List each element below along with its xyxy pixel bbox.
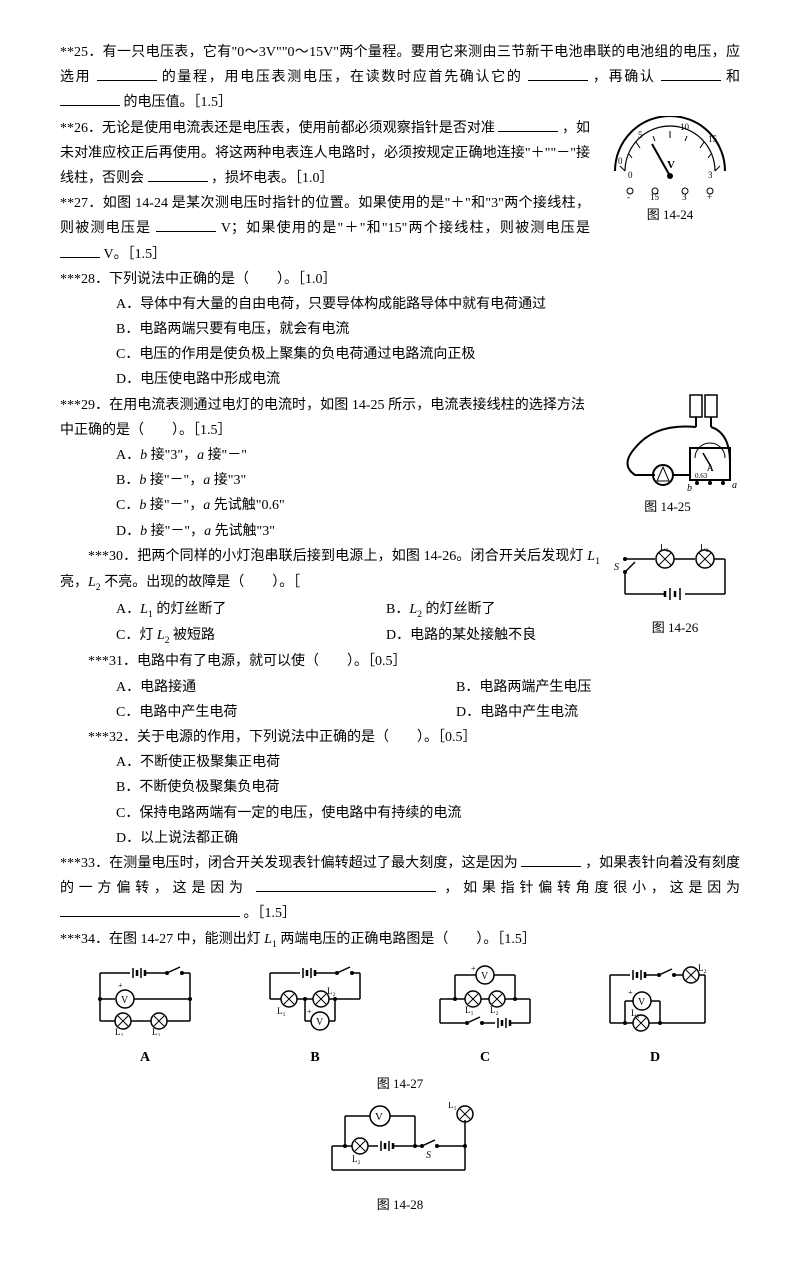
q31-options: A．电路接通B．电路两端产生电压 C．电路中产生电荷D．电路中产生电流 bbox=[60, 675, 740, 725]
q28-A: A．导体中有大量的自由电荷，只要导体构成能路导体中就有电荷通过 bbox=[60, 292, 740, 317]
q31-B: B．电路两端产生电压 bbox=[400, 675, 740, 700]
svg-text:L₁: L₁ bbox=[448, 1102, 457, 1110]
q33-c: ，如果指针偏转角度很小，这是因为 bbox=[444, 881, 740, 896]
svg-text:+: + bbox=[307, 1007, 312, 1016]
figure-14-27: V + L₁ L₂ A L₂ bbox=[60, 961, 740, 1070]
q26-blank-2[interactable] bbox=[148, 167, 208, 182]
fig28-caption: 图 14-28 bbox=[60, 1193, 740, 1216]
q33-blank-1[interactable] bbox=[521, 852, 581, 867]
svg-text:5: 5 bbox=[638, 130, 643, 140]
svg-text:-: - bbox=[627, 192, 630, 201]
q33: ***33．在测量电压时，闭合开关发现表针偏转超过了最大刻度，这是因为 ，如果表… bbox=[60, 851, 740, 927]
q33-blank-2[interactable] bbox=[256, 877, 436, 892]
svg-text:L₂: L₂ bbox=[327, 986, 336, 996]
q31-C: C．电路中产生电荷 bbox=[60, 700, 400, 725]
q28-D: D．电压使电路中形成电流 bbox=[60, 367, 740, 392]
svg-text:0: 0 bbox=[628, 170, 633, 180]
q31-A: A．电路接通 bbox=[60, 675, 400, 700]
svg-text:+: + bbox=[118, 981, 123, 990]
svg-text:V: V bbox=[316, 1017, 324, 1028]
q30-C: C．灯 L2 被短路 bbox=[60, 623, 330, 649]
svg-text:V: V bbox=[667, 159, 675, 171]
svg-text:L₂: L₂ bbox=[700, 544, 709, 552]
figure-14-24: 0 5 10 15 0 3 V - 15 3 + 图 14-24 bbox=[600, 116, 740, 226]
q32-C: C．保持电路两端有一定的电压，使电路中有持续的电流 bbox=[60, 801, 740, 826]
svg-text:+: + bbox=[707, 192, 712, 201]
q28-stem: ***28．下列说法中正确的是（ ）。［1.0］ bbox=[60, 267, 740, 292]
q25-text-d: 和 bbox=[726, 70, 740, 85]
q29-D: D．b 接"－"，a 先试触"3" bbox=[60, 519, 740, 544]
q25-blank-1[interactable] bbox=[97, 66, 157, 81]
svg-text:L₁: L₁ bbox=[465, 1005, 474, 1015]
q30-A: A．L1 的灯丝断了 bbox=[60, 597, 330, 623]
q31-stem: ***31．电路中有了电源，就可以使（ ）。［0.5］ bbox=[60, 649, 740, 674]
q30-B: B．L2 的灯丝断了 bbox=[330, 597, 600, 623]
svg-text:L₂: L₂ bbox=[698, 963, 707, 973]
q25: **25．有一只电压表，它有"0～3V""0～15V"两个量程。要用它来测由三节… bbox=[60, 40, 740, 116]
fig24-caption: 图 14-24 bbox=[600, 203, 740, 226]
q25-blank-3[interactable] bbox=[661, 66, 721, 81]
svg-text:a: a bbox=[732, 480, 737, 491]
q27-text-b: V；如果使用的是"＋"和"15"两个接线柱，则被测电压是 bbox=[221, 221, 590, 236]
svg-text:L₁: L₁ bbox=[660, 544, 669, 552]
figure-14-28: V L₂ S L₁ 图 14-28 bbox=[60, 1102, 740, 1217]
q30-D: D．电路的某处接触不良 bbox=[330, 623, 600, 649]
svg-text:15: 15 bbox=[708, 134, 718, 144]
q33-blank-3[interactable] bbox=[60, 902, 240, 917]
svg-text:V: V bbox=[481, 971, 489, 982]
q25-text-e: 的电压值。［1.5］ bbox=[124, 95, 233, 110]
svg-text:+: + bbox=[471, 964, 476, 973]
q26-text-a: **26．无论是使用电流表还是电压表，使用前都必须观察指针是否对准 bbox=[60, 121, 495, 136]
svg-text:0: 0 bbox=[618, 156, 623, 166]
q32-D: D．以上说法都正确 bbox=[60, 826, 740, 851]
svg-text:A: A bbox=[707, 463, 714, 473]
figure-14-25: A 0.63 b a 图 14-25 bbox=[595, 393, 740, 518]
svg-text:V: V bbox=[121, 995, 129, 1006]
q28-B: B．电路两端只要有电压，就会有电流 bbox=[60, 317, 740, 342]
svg-text:S: S bbox=[426, 1150, 431, 1161]
q25-text-c: ，再确认 bbox=[593, 70, 656, 85]
q32-A: A．不断使正极聚集正电荷 bbox=[60, 750, 740, 775]
svg-text:+: + bbox=[628, 988, 633, 997]
figure-14-26: L₁ L₂ S 图 14-26 bbox=[610, 544, 740, 639]
q25-blank-4[interactable] bbox=[60, 91, 120, 106]
q32-B: B．不断使负极聚集负电荷 bbox=[60, 775, 740, 800]
fig27-caption: 图 14-27 bbox=[60, 1072, 740, 1095]
q33-a: ***33．在测量电压时，闭合开关发现表针偏转超过了最大刻度，这是因为 bbox=[60, 856, 518, 871]
svg-text:15: 15 bbox=[650, 192, 660, 201]
q25-blank-2[interactable] bbox=[528, 66, 588, 81]
svg-text:L₂: L₂ bbox=[152, 1027, 161, 1036]
fig25-caption: 图 14-25 bbox=[595, 495, 740, 518]
fig27-label-B: B bbox=[255, 1045, 375, 1070]
svg-text:3: 3 bbox=[708, 170, 713, 180]
q27-blank-1[interactable] bbox=[156, 217, 216, 232]
svg-text:S: S bbox=[614, 562, 619, 573]
svg-text:10: 10 bbox=[680, 122, 690, 132]
q25-text-b: 的量程，用电压表测电压，在读数时应首先确认它的 bbox=[162, 70, 523, 85]
q32-stem: ***32．关于电源的作用，下列说法中正确的是（ ）。［0.5］ bbox=[60, 725, 740, 750]
q28-C: C．电压的作用是使负极上聚集的负电荷通过电路流向正极 bbox=[60, 342, 740, 367]
q27-blank-2[interactable] bbox=[60, 243, 100, 258]
svg-text:V: V bbox=[638, 997, 646, 1008]
fig27-label-C: C bbox=[425, 1045, 545, 1070]
q31-D: D．电路中产生电流 bbox=[400, 700, 740, 725]
svg-text:L₂: L₂ bbox=[352, 1154, 361, 1164]
svg-text:3: 3 bbox=[682, 192, 687, 201]
svg-text:L₁: L₁ bbox=[115, 1027, 124, 1036]
fig27-label-A: A bbox=[85, 1045, 205, 1070]
q26-text-c: ，损坏电表。［1.0］ bbox=[211, 171, 334, 186]
q33-d: 。［1.5］ bbox=[244, 906, 297, 921]
q30-options: A．L1 的灯丝断了 B．L2 的灯丝断了 C．灯 L2 被短路 D．电路的某处… bbox=[60, 597, 600, 650]
q27-text-c: V。［1.5］ bbox=[104, 247, 167, 262]
fig27-label-D: D bbox=[595, 1045, 715, 1070]
svg-text:L₂: L₂ bbox=[490, 1005, 499, 1015]
svg-text:V: V bbox=[375, 1111, 383, 1123]
svg-text:L₁: L₁ bbox=[277, 1006, 286, 1016]
svg-text:b: b bbox=[687, 483, 692, 493]
fig26-caption: 图 14-26 bbox=[610, 616, 740, 639]
q26-blank-1[interactable] bbox=[498, 117, 558, 132]
svg-text:0.63: 0.63 bbox=[695, 472, 708, 480]
q34-stem: ***34．在图 14-27 中，能测出灯 L1 两端电压的正确电路图是（ ）。… bbox=[60, 927, 740, 953]
